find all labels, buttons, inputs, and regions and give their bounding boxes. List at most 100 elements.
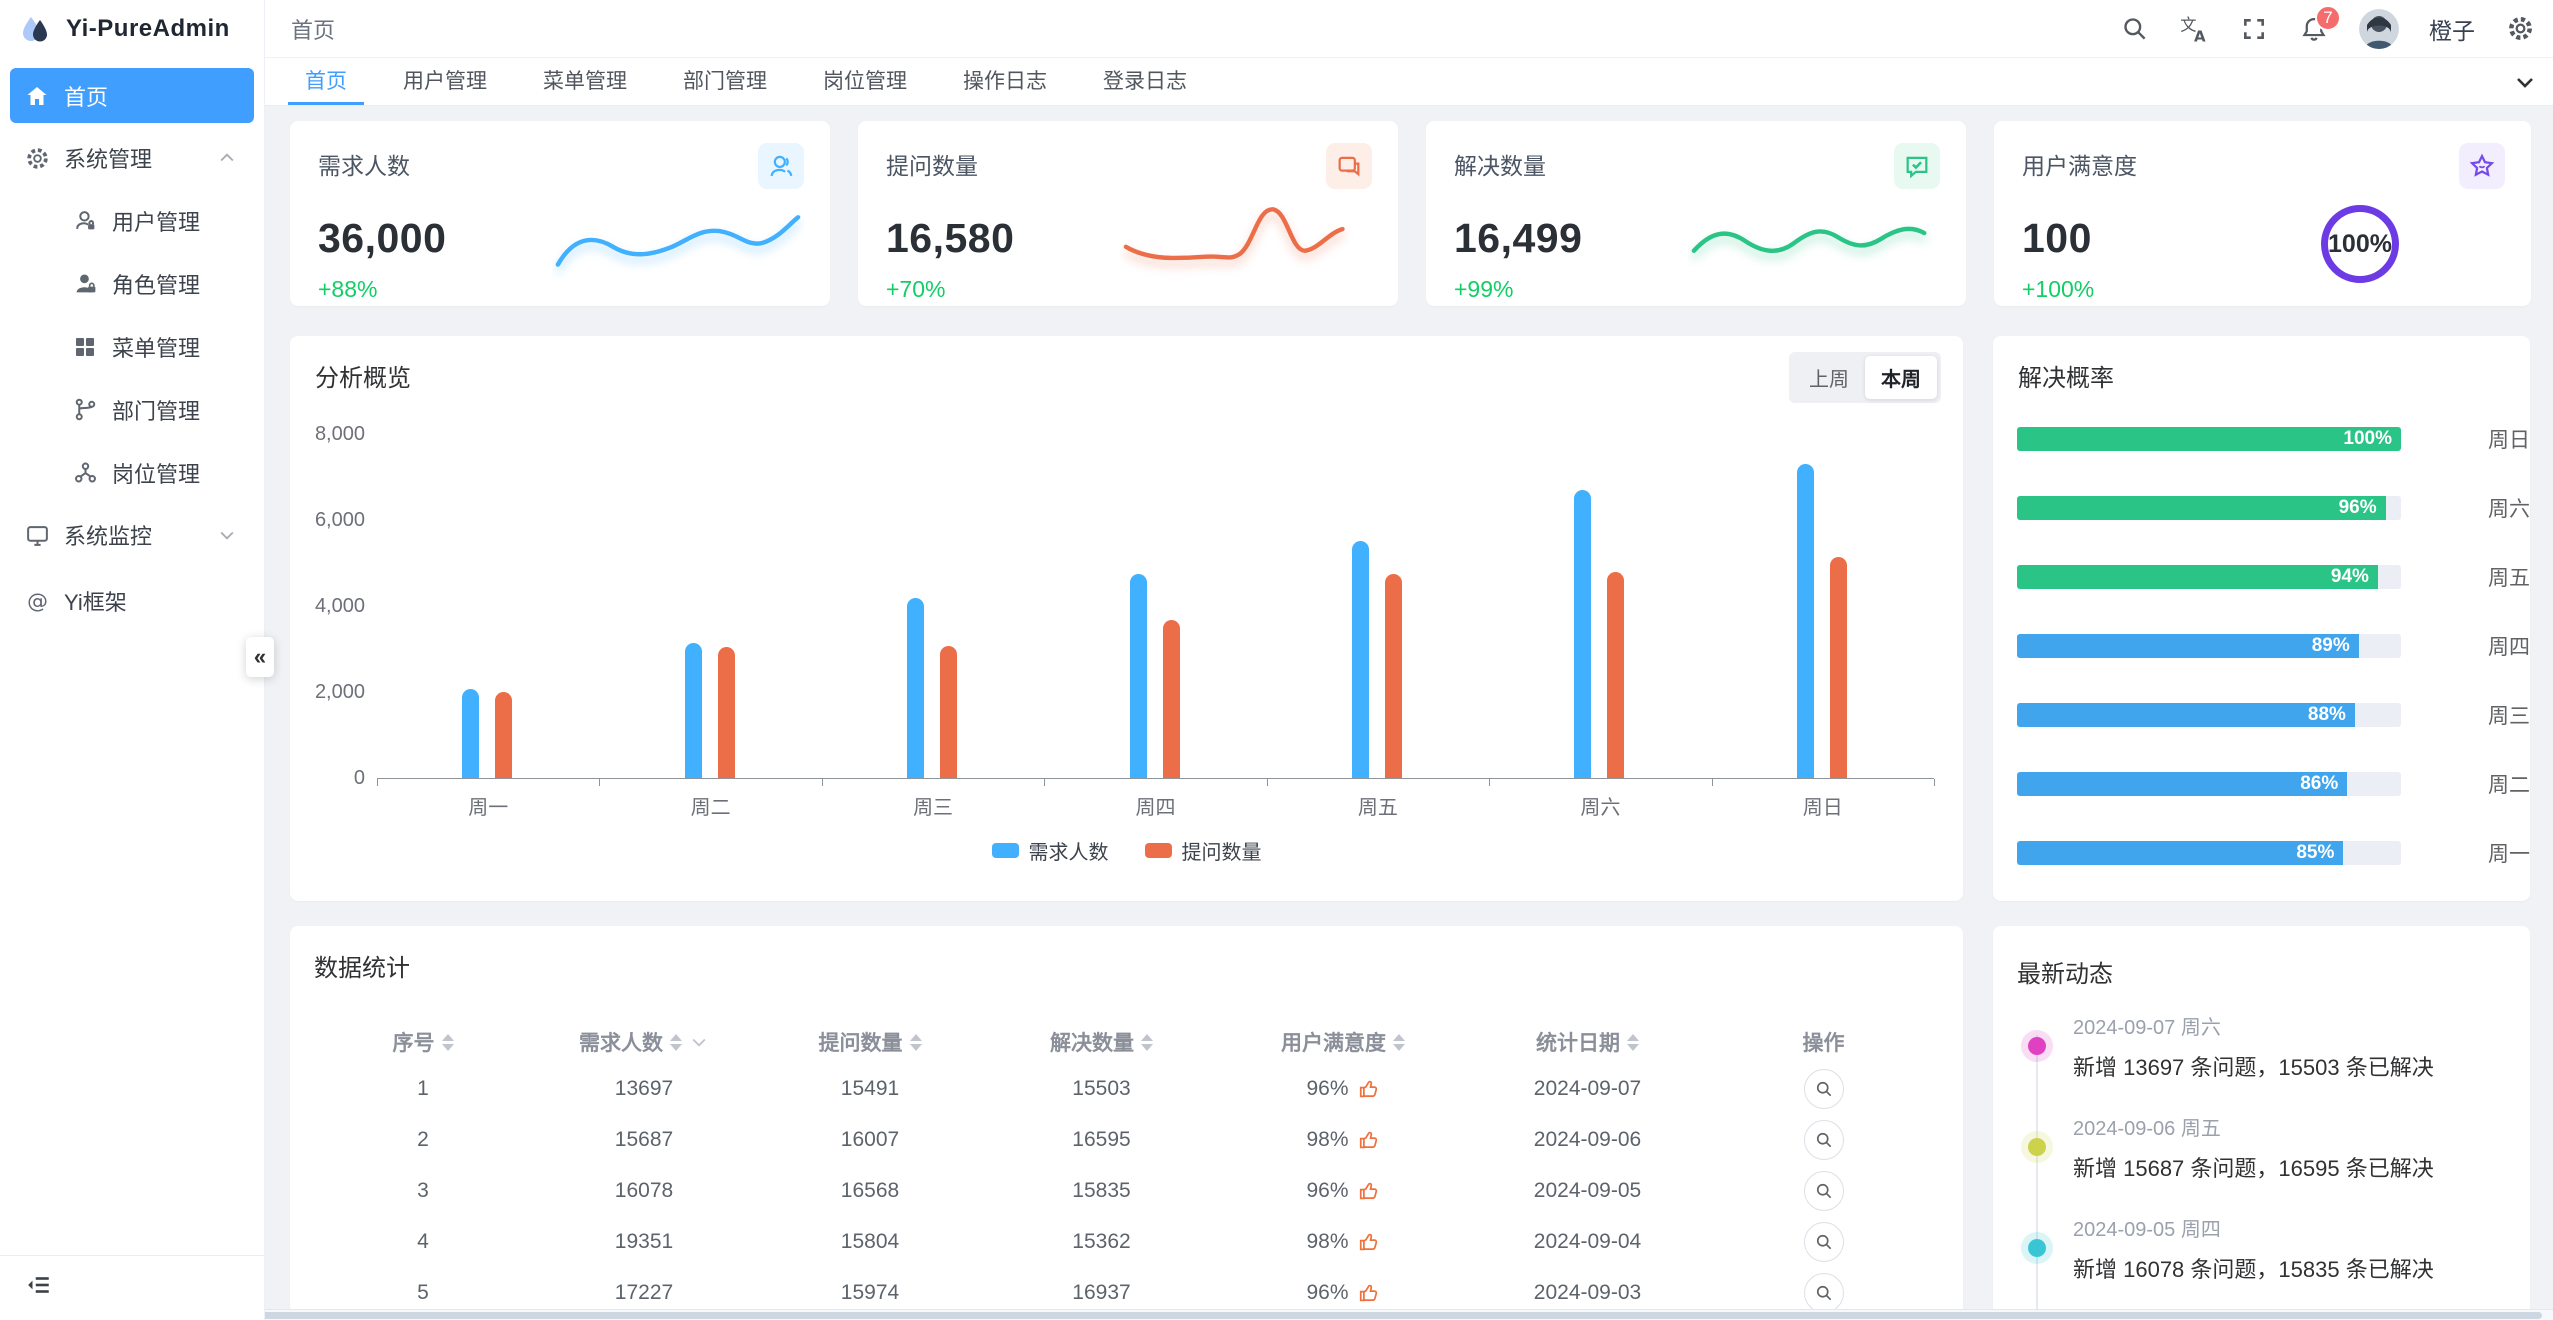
cell-actions (1708, 1221, 1939, 1262)
column-header-统计日期[interactable]: 统计日期 (1467, 1027, 1708, 1057)
legend-item-提问数量[interactable]: 提问数量 (1144, 836, 1262, 865)
timeline-title: 最新动态 (2017, 961, 2113, 988)
sort-icon[interactable] (441, 1033, 454, 1051)
column-label: 统计日期 (1536, 1032, 1620, 1055)
timeline-date: 2024-09-06 周五 (2073, 1118, 2221, 1140)
search-icon[interactable] (2119, 14, 2149, 44)
tab-岗位管理[interactable]: 岗位管理 (823, 70, 907, 93)
sidebar-item-部门管理[interactable]: 部门管理 (10, 378, 254, 441)
role-icon (72, 271, 98, 297)
legend-label: 需求人数 (1028, 842, 1109, 864)
sidebar-collapse-button[interactable]: « (246, 637, 274, 677)
timeline-item: 2024-09-06 周五 新增 15687 条问题，16595 条已解决 (2017, 1112, 2506, 1183)
sort-icon[interactable] (1627, 1033, 1639, 1051)
sidebar-item-菜单管理[interactable]: 菜单管理 (10, 315, 254, 378)
svg-text:文: 文 (2180, 15, 2196, 34)
stat-card-value: 100 (2022, 215, 2092, 261)
table-title: 数据统计 (314, 955, 410, 982)
view-detail-button[interactable] (1803, 1272, 1844, 1313)
column-header-序号[interactable]: 序号 (314, 1027, 532, 1057)
view-detail-button[interactable] (1803, 1119, 1844, 1160)
latest-activity-card: 最新动态 2024-09-07 周六 新增 13697 条问题，15503 条已解… (1993, 926, 2530, 1320)
username[interactable]: 橙子 (2429, 17, 2475, 44)
sort-icon[interactable] (909, 1033, 922, 1051)
sort-icon[interactable] (1141, 1033, 1153, 1051)
table-row: 1 13697 15491 15503 96% 2024-09-07 (314, 1063, 1939, 1114)
column-header-用户满意度[interactable]: 用户满意度 (1219, 1027, 1467, 1057)
tabs-dropdown-chevron-icon[interactable] (2497, 58, 2553, 105)
y-axis-tick-label: 8,000 (314, 423, 365, 445)
progress-value: 94% (2330, 566, 2369, 587)
x-axis-tick (1266, 779, 1268, 786)
cell-date: 2024-09-06 (1533, 1127, 1642, 1151)
column-header-解决数量[interactable]: 解决数量 (984, 1027, 1219, 1057)
sidebar-item-Yi框架[interactable]: @ Yi框架 (10, 570, 254, 632)
satisfaction-value: 96% (1306, 1280, 1349, 1304)
tab-用户管理[interactable]: 用户管理 (403, 70, 487, 93)
toggle-上周[interactable]: 上周 (1809, 369, 1849, 391)
sort-icon[interactable] (1393, 1033, 1405, 1051)
view-detail-button[interactable] (1803, 1221, 1844, 1262)
cell-solve: 15362 (1072, 1229, 1131, 1253)
cell-date: 2024-09-05 (1533, 1178, 1642, 1202)
tab-首页[interactable]: 首页 (288, 58, 364, 105)
tab-菜单管理[interactable]: 菜单管理 (543, 70, 627, 93)
sidebar-item-岗位管理[interactable]: 岗位管理 (10, 441, 254, 504)
tab-操作日志[interactable]: 操作日志 (963, 70, 1047, 93)
satisfaction-ring: 100% (2321, 205, 2399, 283)
legend-swatch (1144, 843, 1172, 858)
cell-date: 2024-09-04 (1533, 1229, 1642, 1253)
progress-day-label: 周五 (2488, 567, 2530, 590)
stat-card-delta: +100% (2022, 276, 2095, 302)
progress-track: 88% (2017, 703, 2401, 727)
column-header-需求人数[interactable]: 需求人数 (532, 1027, 756, 1057)
breadcrumb[interactable]: 首页 (291, 17, 336, 43)
cell-actions (1708, 1119, 1939, 1160)
tab-登录日志[interactable]: 登录日志 (1103, 70, 1187, 93)
toggle-本周[interactable]: 本周 (1865, 356, 1937, 399)
fullscreen-icon[interactable] (2239, 14, 2269, 44)
header-actions: 文 A 7 (2119, 4, 2553, 49)
table-row: 4 19351 15804 15362 98% 2024-09-04 (314, 1216, 1939, 1267)
cell-solve: 16937 (1072, 1280, 1131, 1304)
monitor-icon (24, 522, 50, 548)
nodes-icon (72, 460, 98, 486)
sidebar-group-系统监控[interactable]: 系统监控 (10, 504, 254, 566)
cell-demand: 13697 (614, 1076, 674, 1100)
x-axis-tick (377, 779, 378, 786)
svg-text:@: @ (27, 589, 48, 613)
timeline-item: 2024-09-07 周六 新增 13697 条问题，15503 条已解决 (2017, 1011, 2506, 1082)
progress-fill: 88% (2017, 703, 2355, 727)
scrollbar-thumb[interactable] (2, 1312, 2542, 1319)
y-axis-tick-label: 6,000 (314, 509, 365, 531)
sidebar-item-角色管理[interactable]: 角色管理 (10, 252, 254, 315)
collapse-sidebar-icon[interactable] (26, 1272, 52, 1298)
view-detail-button[interactable] (1803, 1170, 1844, 1211)
bar-提问数量-周日 (1829, 556, 1847, 778)
sidebar-group-系统管理[interactable]: 系统管理 (10, 127, 254, 189)
table-row: 3 16078 16568 15835 96% 2024-09-05 (314, 1165, 1939, 1216)
filter-chevron-icon[interactable] (689, 1032, 709, 1052)
data-statistics-card: 数据统计 序号 需求人数 提问数量 解决数量 用户满意度 统计日期 操作 1 13697 154… (290, 926, 1963, 1320)
x-axis-tick (1489, 779, 1491, 786)
column-header-提问数量[interactable]: 提问数量 (756, 1027, 984, 1057)
view-detail-button[interactable] (1803, 1068, 1844, 1109)
horizontal-scrollbar[interactable] (0, 1309, 2553, 1320)
logo[interactable]: Yi-PureAdmin (0, 0, 264, 58)
translate-icon[interactable]: 文 A (2179, 14, 2209, 44)
stat-card-value: 36,000 (318, 215, 447, 261)
bar-需求人数-周日 (1796, 464, 1814, 778)
tab-部门管理[interactable]: 部门管理 (683, 70, 767, 93)
avatar[interactable] (2359, 8, 2399, 49)
sidebar-item-用户管理[interactable]: 用户管理 (10, 189, 254, 252)
gear-icon[interactable] (2505, 14, 2535, 44)
timeline-dot (2028, 1138, 2046, 1156)
bar-需求人数-周二 (684, 642, 702, 778)
timeline-dot (2028, 1239, 2046, 1257)
sidebar-item-首页[interactable]: 首页 (10, 68, 254, 123)
bell-icon[interactable]: 7 (2299, 4, 2341, 44)
sort-icon[interactable] (670, 1033, 682, 1051)
legend-item-需求人数[interactable]: 需求人数 (991, 836, 1109, 865)
cell-satisfaction: 96% (1219, 1077, 1467, 1101)
